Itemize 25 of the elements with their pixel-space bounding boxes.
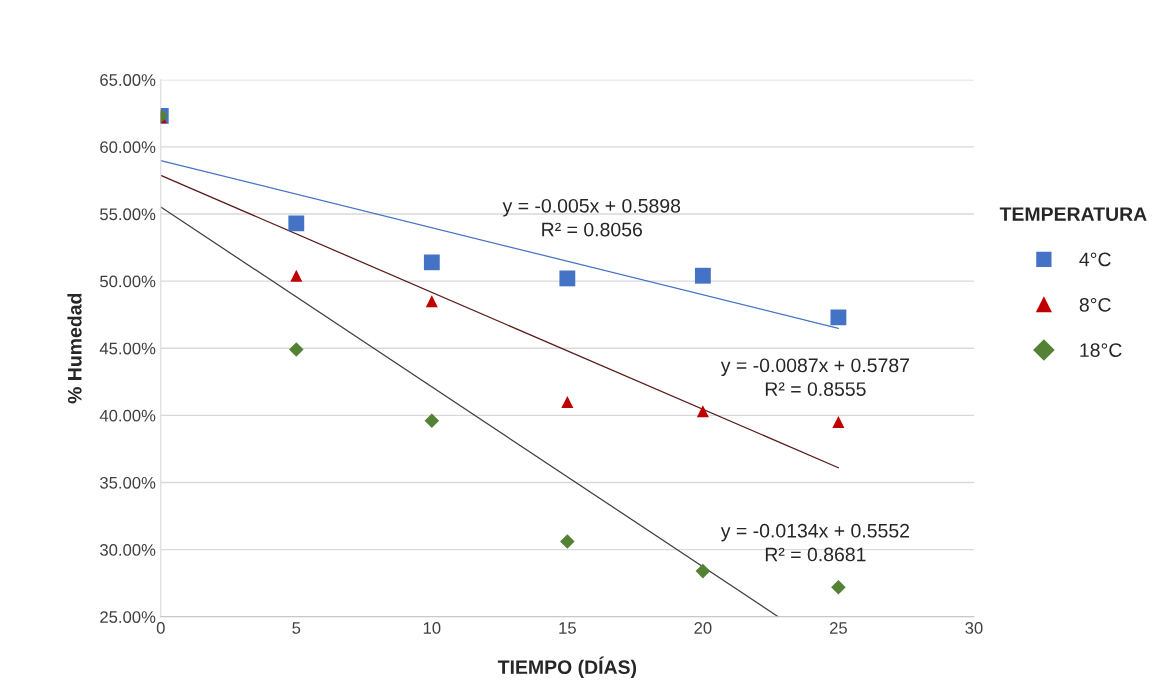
annotation: y = -0.0087x + 0.5787 R² = 0.8555 [720,358,909,396]
y-tick-label: 60.00% [100,141,156,154]
x-tick-label: 15 [559,622,576,634]
y-tick-label: 50.00% [100,275,156,288]
legend-label: 18°C [1080,343,1122,358]
legend-title: TEMPERATURA [999,207,1147,221]
legend-label: 4°C [1079,252,1111,267]
x-axis-title: TIEMPO (DÍAS) [497,656,637,678]
x-tick-label: 25 [829,622,847,634]
y-tick-label: 30.00% [100,544,156,556]
legend-label: 8°C [1079,297,1111,312]
y-tick-label: 65.00% [100,74,156,86]
annotation: y = -0.0134x + 0.5552 R² = 0.8681 [720,523,909,562]
x-tick-label: 30 [965,622,983,634]
y-tick-label: 40.00% [99,409,156,422]
y-tick-label: 55.00% [100,208,156,221]
x-tick-label: 5 [292,622,301,634]
x-tick-label: 10 [423,622,441,634]
y-tick-label: 45.00% [99,342,156,355]
y-tick-label: 25.00% [100,611,156,623]
annotation: y = -0.005x + 0.5898 R² = 0.8056 [502,198,681,237]
x-tick-label: 20 [694,622,712,634]
y-tick-label: 35.00% [100,476,156,489]
y-axis-title: % Humedad [67,293,82,404]
x-tick-label: 0 [156,622,165,634]
